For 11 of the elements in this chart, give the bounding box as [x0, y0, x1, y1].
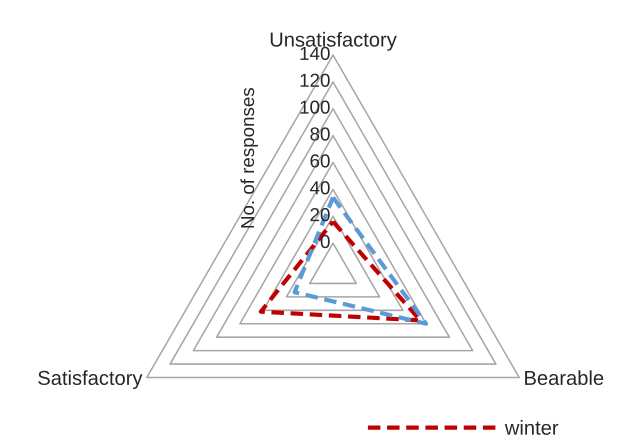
y-tick-label: 120 — [300, 74, 330, 87]
y-tick-label: 80 — [310, 127, 330, 141]
spoke-label: Bearable — [525, 370, 604, 386]
text: winter — [504, 420, 558, 435]
y-tick-label: 40 — [310, 181, 330, 194]
y-tick-label: 20 — [310, 208, 330, 222]
y-tick-label: 60 — [310, 154, 330, 168]
text: No. of responses — [240, 88, 258, 228]
y-tick-label: 100 — [300, 100, 330, 114]
y-tick-label: 0 — [320, 234, 330, 248]
spoke-label: Satisfactory — [38, 370, 142, 390]
